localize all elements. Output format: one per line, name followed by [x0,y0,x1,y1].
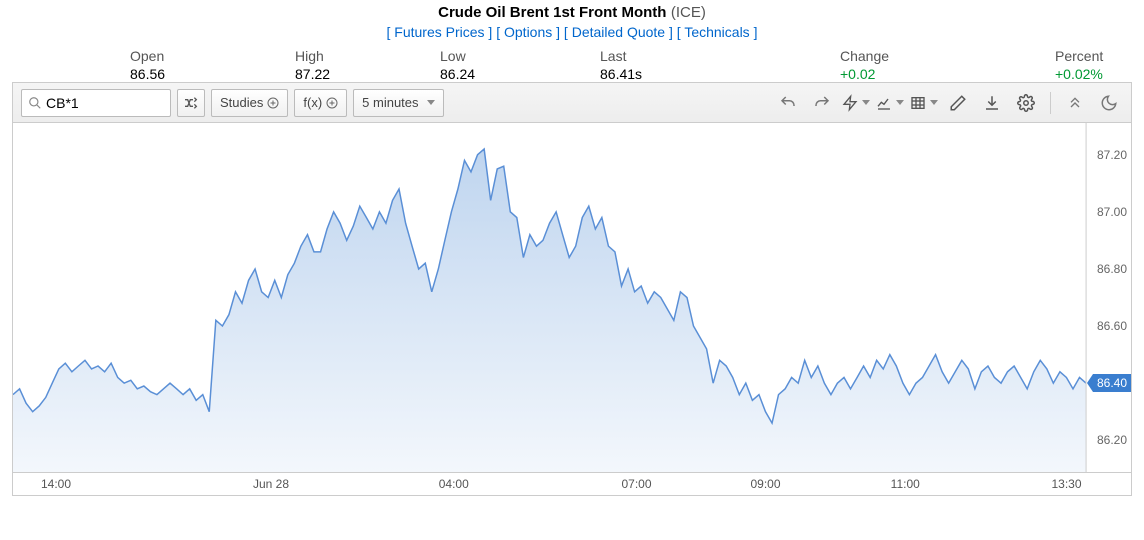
header-link[interactable]: Futures Prices [394,24,484,40]
stat-value: +0.02% [1055,66,1103,82]
fx-label: f(x) [303,95,322,110]
y-tick-label: 86.20 [1097,433,1127,447]
undo-icon [779,94,797,112]
events-button[interactable] [842,89,870,117]
stat-label: High [295,48,330,64]
display-button[interactable] [910,89,938,117]
gear-icon [1017,94,1035,112]
header-link[interactable]: Technicals [684,24,749,40]
caret-down-icon [427,100,435,105]
caret-down-icon [930,100,938,105]
moon-icon [1100,94,1118,112]
y-tick-label: 87.00 [1097,205,1127,219]
redo-icon [813,94,831,112]
pencil-icon [949,94,967,112]
plus-circle-icon [326,97,338,109]
x-tick-label: 07:00 [621,477,651,491]
toolbar-separator [1050,92,1051,114]
stats-row: Open 86.56 High 87.22 Low 86.24 Last 86.41s Chan… [0,42,1144,82]
x-tick-label: Jun 28 [253,477,289,491]
caret-down-icon [896,100,904,105]
compare-button[interactable] [177,89,205,117]
x-tick-label: 14:00 [41,477,71,491]
price-tag: 86.40 [1093,374,1131,392]
stat-label: Low [440,48,475,64]
price-chart [13,123,1131,472]
fx-button[interactable]: f(x) [294,89,347,117]
stat-label: Open [130,48,165,64]
stat-value: 86.24 [440,66,475,82]
stat-item: High 87.22 [295,48,330,82]
download-button[interactable] [978,89,1006,117]
x-tick-label: 09:00 [750,477,780,491]
search-icon [28,96,42,110]
grid-icon [910,94,926,112]
y-tick-label: 86.80 [1097,262,1127,276]
x-tick-label: 11:00 [891,477,920,491]
symbol-search[interactable] [21,89,171,117]
collapse-button[interactable] [1061,89,1089,117]
stat-value: 86.41s [600,66,642,82]
title-text: Crude Oil Brent 1st Front Month [438,4,666,21]
settings-button[interactable] [1012,89,1040,117]
stat-value: +0.02 [840,66,889,82]
interval-button[interactable]: 5 minutes [353,89,443,117]
x-axis: 14:00 Jun 28 04:00 07:00 09:00 11:00 13:30 [13,473,1131,495]
title-suffix: (ICE) [671,4,706,21]
caret-down-icon [862,100,870,105]
page-title: Crude Oil Brent 1st Front Month (ICE) [0,4,1144,22]
x-tick-label: 04:00 [439,477,469,491]
header-link[interactable]: Options [504,24,552,40]
theme-button[interactable] [1095,89,1123,117]
studies-button[interactable]: Studies [211,89,288,117]
download-icon [983,94,1001,112]
shuffle-icon [183,95,199,111]
stat-label: Percent [1055,48,1103,64]
header-links: [ Futures Prices ] [ Options ] [ Detaile… [0,24,1144,40]
stat-item: Percent +0.02% [1055,48,1103,82]
studies-label: Studies [220,95,263,110]
stat-item: Change +0.02 [840,48,889,82]
redo-button[interactable] [808,89,836,117]
chart-area[interactable]: 86.2086.4086.6086.8087.0087.2086.40 [13,123,1131,473]
interval-label: 5 minutes [362,95,418,110]
stat-item: Low 86.24 [440,48,475,82]
y-tick-label: 87.20 [1097,148,1127,162]
stat-label: Change [840,48,889,64]
chevron-double-up-icon [1067,95,1083,111]
chart-type-button[interactable] [876,89,904,117]
stat-value: 86.56 [130,66,165,82]
x-tick-label: 13:30 [1051,477,1081,491]
draw-button[interactable] [944,89,972,117]
y-tick-label: 86.60 [1097,319,1127,333]
undo-button[interactable] [774,89,802,117]
lightning-icon [842,94,858,112]
plus-circle-icon [267,97,279,109]
toolbar: Studies f(x) 5 minutes [13,83,1131,123]
chart-type-icon [876,94,892,112]
stat-value: 87.22 [295,66,330,82]
stat-label: Last [600,48,642,64]
symbol-input[interactable] [46,95,164,111]
stat-item: Open 86.56 [130,48,165,82]
stat-item: Last 86.41s [600,48,642,82]
chart-panel: Studies f(x) 5 minutes 86.20 86.40 86.60 86… [12,82,1132,496]
header-link[interactable]: Detailed Quote [572,24,665,40]
